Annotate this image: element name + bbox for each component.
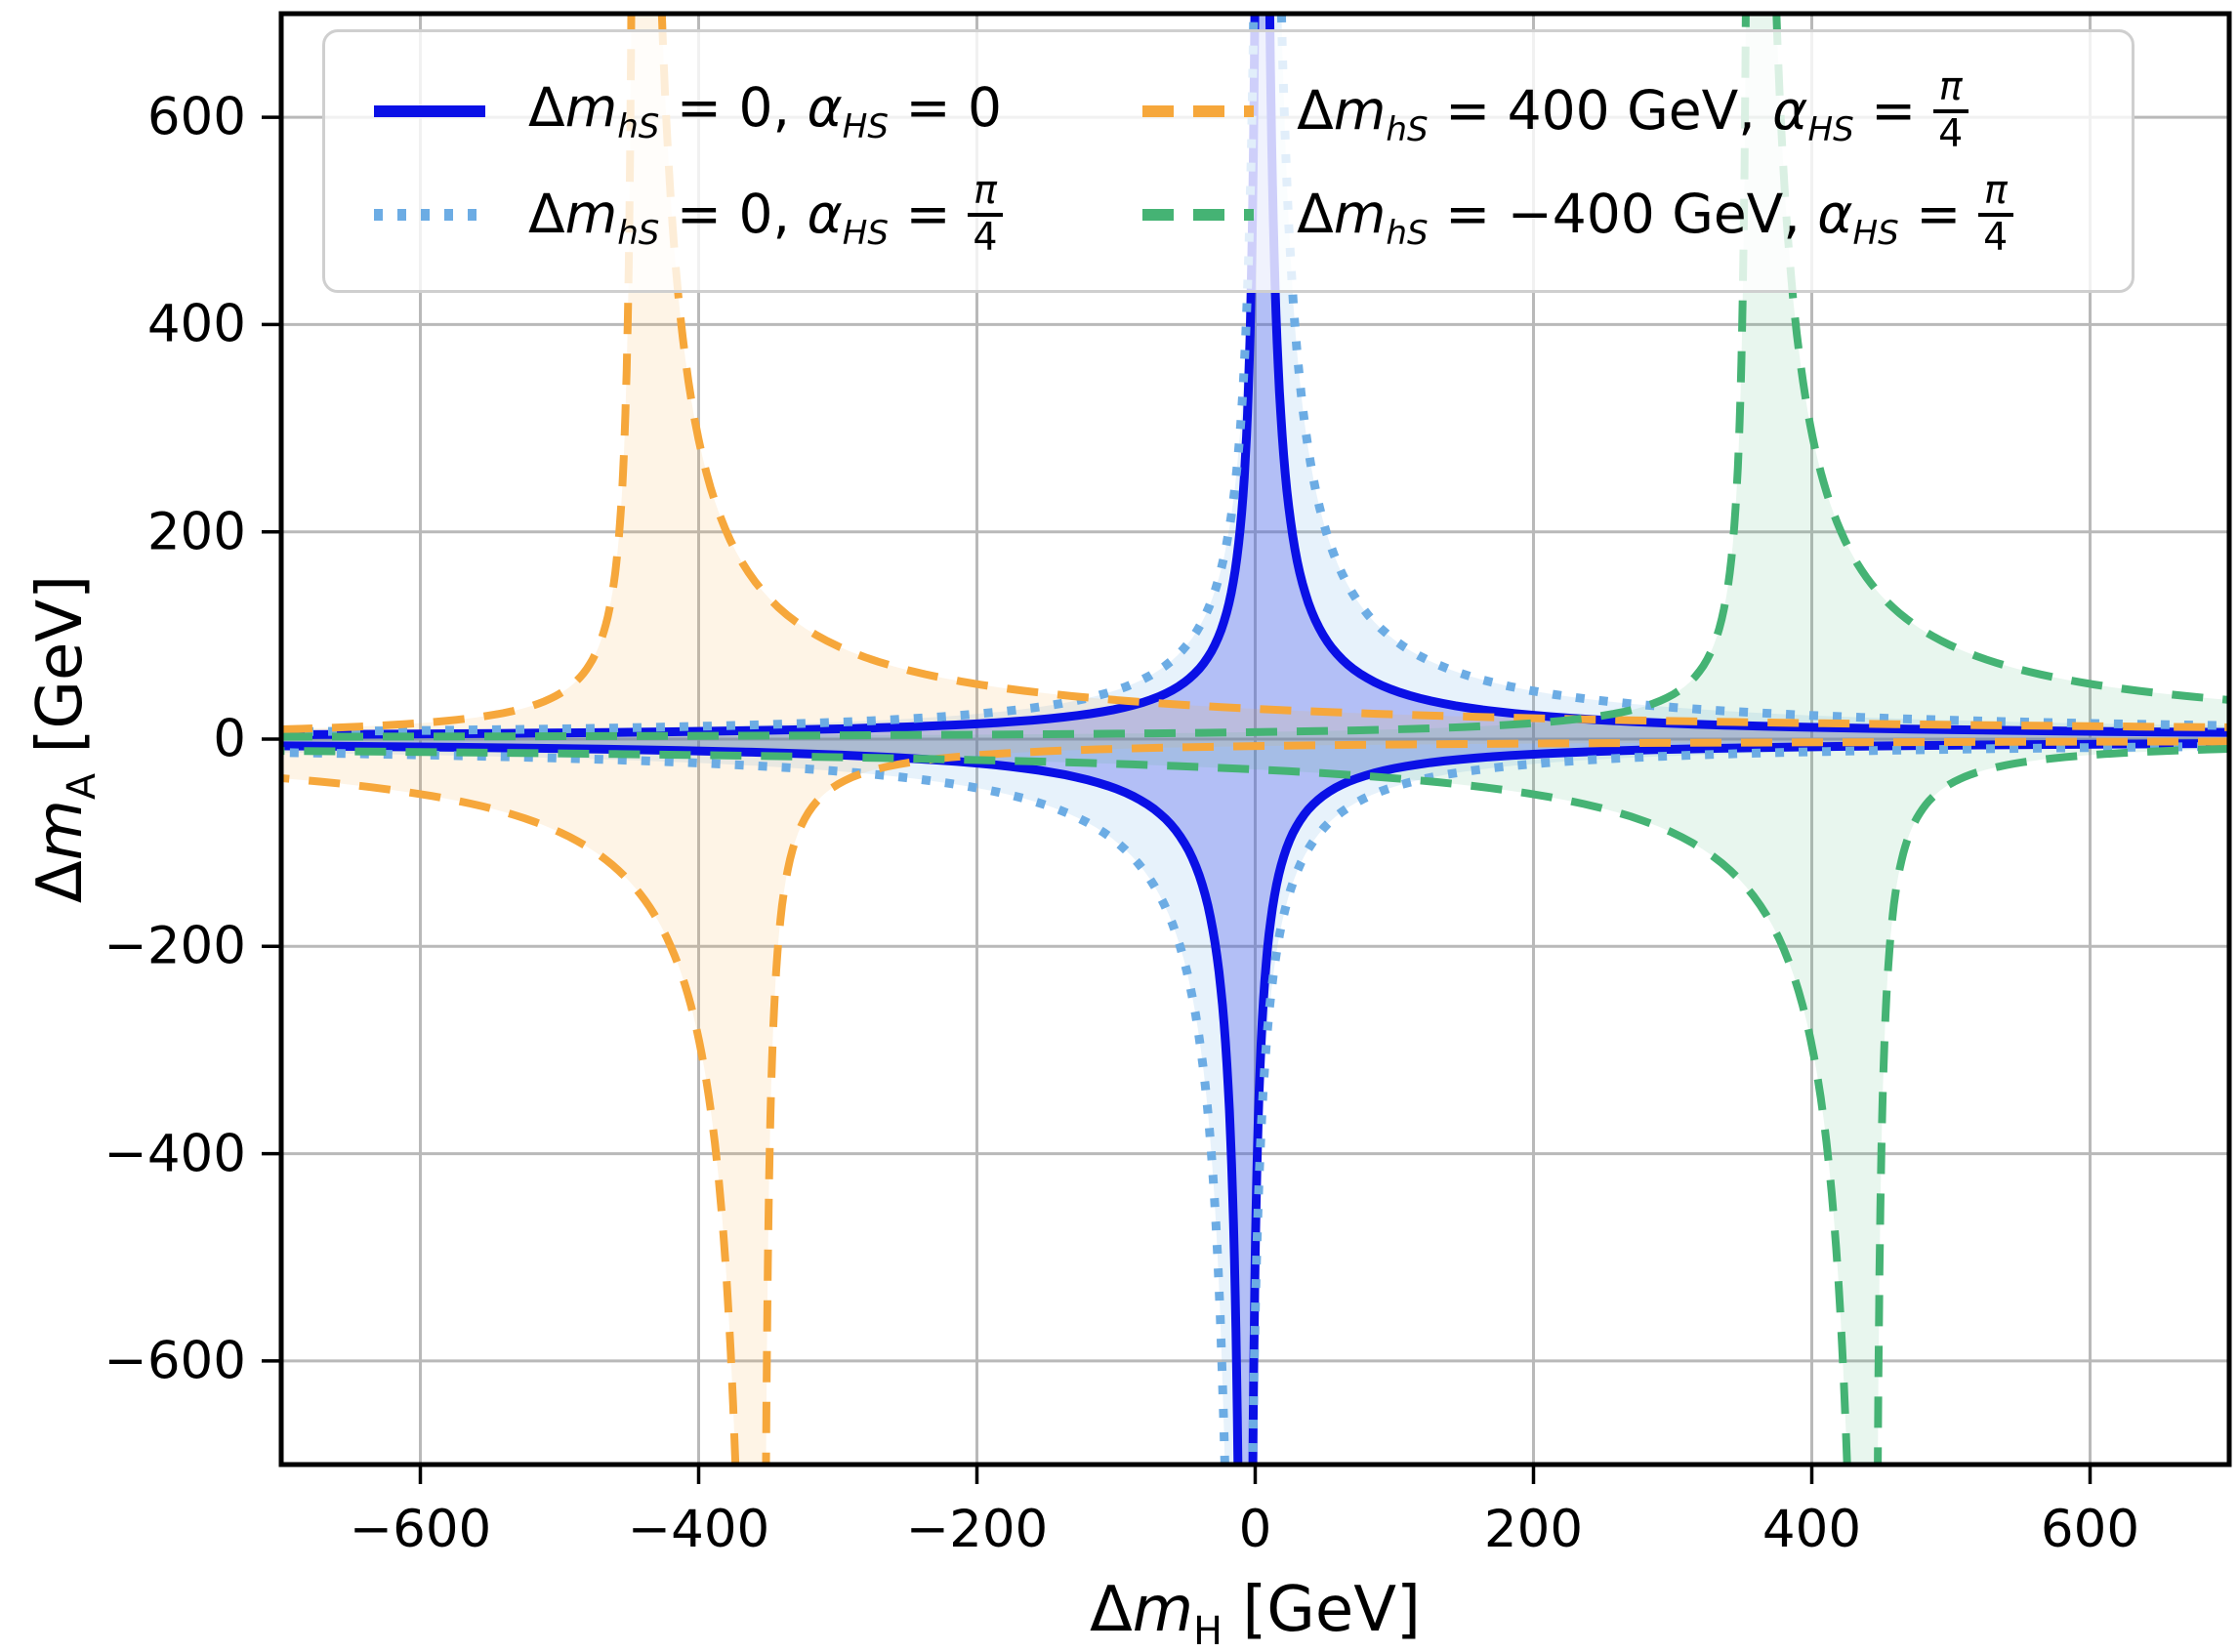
curve-dm0-apj4-ur — [1276, 14, 2229, 730]
tick-layer — [262, 115, 2093, 1484]
x-label-sub: H — [1193, 1608, 1223, 1652]
x-tick-label-400: 400 — [1761, 1500, 1862, 1559]
legend-sample-dm0-a0 — [374, 105, 485, 117]
curve-dm-400-apj4-ur — [1772, 14, 2229, 704]
x-tick-label--200: −200 — [905, 1500, 1049, 1559]
y-axis-label: ΔmA [GeV] — [24, 575, 104, 903]
curve-dm400-apj4-ul — [281, 14, 636, 733]
x-label-delta: Δ — [1090, 1574, 1133, 1646]
legend-entry-dm0-a0[interactable]: ΔmhS = 0, αHS = 0 — [372, 60, 1082, 163]
y-tick-label-200: 200 — [146, 502, 246, 562]
curve-dm400-apj4-lr — [762, 737, 2229, 1465]
y-label-sub: A — [59, 772, 104, 801]
legend: ΔmhS = 0, αHS = 0 ΔmhS = 400 GeV, αHS = π… — [322, 29, 2134, 293]
legend-sample-dm0-apj4 — [374, 209, 485, 221]
y-label-unit: [GeV] — [24, 574, 98, 773]
curve-dm0-a0-ur — [1264, 14, 2229, 737]
curve-dm-400-apj4-ul — [281, 14, 1750, 741]
x-tick-label-200: 200 — [1483, 1500, 1584, 1559]
x-axis-label: ΔmH [GeV] — [1090, 1574, 1421, 1652]
x-label-var: m — [1132, 1574, 1194, 1646]
curve-dm0-apj4-lr — [1248, 742, 2229, 1465]
curve-dm-400-apj4-lr — [1874, 745, 2229, 1465]
x-tick-label-600: 600 — [2040, 1500, 2140, 1559]
legend-label-dm0-a0: ΔmhS = 0, αHS = 0 — [528, 76, 1003, 146]
legend-sample-dm400-apj4 — [1142, 105, 1255, 117]
band-fill-dm0-a0 — [281, 14, 2229, 1465]
x-tick-label-0: 0 — [1238, 1500, 1272, 1559]
curve-dm0-apj4-ul — [281, 14, 1259, 736]
y-tick-label-400: 400 — [146, 294, 246, 354]
curve-dm0-a0-ul — [281, 14, 1260, 739]
curve-dm0-a0-lr — [1248, 739, 2229, 1465]
curve-dm400-apj4-ur — [657, 14, 2229, 731]
curve-dm400-apj4-ll — [281, 774, 740, 1465]
y-label-var: m — [24, 800, 98, 861]
y-tick-label-600: 600 — [146, 87, 246, 147]
curve-dm-400-apj4-ll — [281, 747, 1851, 1465]
x-tick-label--400: −400 — [627, 1500, 770, 1559]
y-tick-label--400: −400 — [104, 1124, 246, 1184]
x-tick-label--600: −600 — [349, 1500, 492, 1559]
curve-layer — [281, 14, 2229, 1465]
y-tick-label-0: 0 — [213, 709, 246, 769]
band-fill-dm0-apj4 — [281, 14, 2229, 1465]
y-tick-label--600: −600 — [104, 1331, 246, 1391]
legend-sample-dm-400-apj4 — [1142, 209, 1255, 221]
y-label-delta: Δ — [24, 860, 98, 904]
curve-dm0-apj4-ll — [281, 748, 1229, 1465]
curve-dm0-a0-ll — [281, 741, 1243, 1465]
x-label-unit: [GeV] — [1222, 1574, 1421, 1646]
y-tick-label--200: −200 — [104, 916, 246, 976]
